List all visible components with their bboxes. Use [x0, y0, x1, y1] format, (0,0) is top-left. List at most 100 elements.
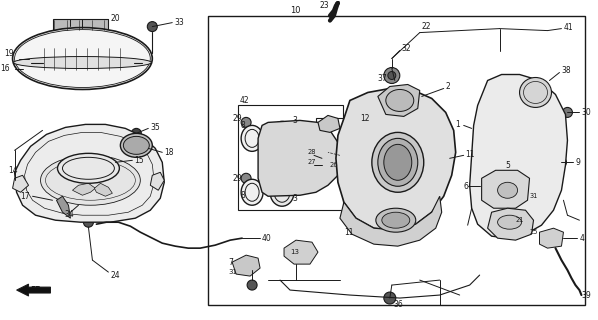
- Ellipse shape: [120, 133, 152, 157]
- Text: 13: 13: [290, 249, 299, 255]
- Text: 8: 8: [240, 191, 245, 200]
- Ellipse shape: [372, 132, 424, 192]
- Circle shape: [84, 217, 93, 227]
- Polygon shape: [258, 120, 340, 196]
- Text: 38: 38: [562, 66, 571, 75]
- Text: 29: 29: [232, 114, 242, 123]
- Text: 6: 6: [463, 182, 469, 191]
- Text: 11: 11: [344, 228, 353, 237]
- Text: 4: 4: [579, 234, 584, 243]
- Ellipse shape: [386, 90, 414, 111]
- Bar: [41, 46, 124, 70]
- Text: 9: 9: [575, 158, 580, 167]
- Text: 30: 30: [581, 108, 591, 117]
- Text: 14: 14: [8, 166, 18, 175]
- Circle shape: [132, 128, 141, 138]
- Text: 21: 21: [515, 217, 524, 223]
- Polygon shape: [340, 196, 442, 246]
- Text: FR.: FR.: [30, 285, 45, 295]
- Text: 42: 42: [240, 96, 250, 105]
- Polygon shape: [539, 228, 563, 248]
- Ellipse shape: [270, 178, 294, 206]
- Text: 23: 23: [320, 1, 329, 10]
- Polygon shape: [232, 255, 260, 276]
- Bar: [316, 118, 356, 154]
- Ellipse shape: [498, 182, 517, 198]
- Bar: [38, 44, 126, 73]
- Ellipse shape: [41, 155, 141, 205]
- Ellipse shape: [378, 138, 418, 186]
- Ellipse shape: [382, 212, 410, 228]
- Text: 22: 22: [422, 22, 431, 31]
- Text: 3: 3: [292, 194, 297, 203]
- Text: 36: 36: [394, 300, 404, 308]
- Polygon shape: [17, 284, 50, 296]
- Polygon shape: [336, 88, 456, 230]
- Polygon shape: [318, 116, 340, 132]
- Circle shape: [520, 194, 527, 202]
- Ellipse shape: [520, 77, 551, 108]
- Circle shape: [147, 22, 157, 32]
- Text: 7: 7: [228, 258, 233, 267]
- Text: 41: 41: [563, 23, 573, 32]
- Text: 35: 35: [150, 123, 160, 132]
- Circle shape: [77, 200, 84, 208]
- Polygon shape: [56, 196, 71, 218]
- Ellipse shape: [498, 215, 521, 229]
- Text: 8: 8: [240, 121, 245, 130]
- Ellipse shape: [270, 121, 294, 149]
- Polygon shape: [150, 172, 164, 190]
- Text: 15: 15: [135, 156, 144, 165]
- Text: 33: 33: [174, 18, 184, 27]
- Polygon shape: [13, 175, 29, 192]
- Polygon shape: [284, 240, 318, 264]
- Text: 12: 12: [360, 114, 370, 123]
- Text: 25: 25: [530, 229, 538, 235]
- Text: 37: 37: [378, 74, 388, 83]
- Circle shape: [28, 60, 33, 66]
- Text: 5: 5: [505, 161, 511, 170]
- Text: 34: 34: [65, 210, 74, 219]
- Circle shape: [557, 157, 566, 167]
- Ellipse shape: [241, 125, 263, 151]
- Circle shape: [499, 166, 508, 174]
- Text: 24: 24: [111, 271, 120, 280]
- Text: 19: 19: [5, 49, 14, 58]
- Text: 31: 31: [228, 269, 237, 275]
- Circle shape: [384, 68, 400, 84]
- Text: 16: 16: [1, 64, 10, 73]
- Text: 39: 39: [581, 291, 591, 300]
- Text: 2: 2: [446, 82, 450, 91]
- Circle shape: [388, 71, 396, 79]
- Text: 1: 1: [456, 120, 460, 129]
- Ellipse shape: [57, 153, 120, 183]
- Text: 27: 27: [308, 159, 316, 165]
- Circle shape: [240, 266, 248, 274]
- Ellipse shape: [384, 144, 412, 180]
- Text: 29: 29: [232, 174, 242, 183]
- Polygon shape: [378, 84, 420, 116]
- Text: 18: 18: [164, 148, 174, 157]
- Ellipse shape: [241, 179, 263, 205]
- Circle shape: [247, 280, 257, 290]
- Polygon shape: [487, 208, 533, 240]
- Ellipse shape: [123, 136, 150, 154]
- Polygon shape: [94, 183, 112, 196]
- Polygon shape: [14, 124, 164, 222]
- Text: 20: 20: [111, 14, 120, 23]
- Text: 28: 28: [308, 149, 316, 155]
- Ellipse shape: [14, 57, 151, 68]
- Text: 40: 40: [262, 234, 272, 243]
- Ellipse shape: [13, 28, 152, 90]
- Polygon shape: [481, 170, 530, 208]
- Ellipse shape: [376, 208, 416, 232]
- Circle shape: [135, 60, 141, 66]
- Ellipse shape: [14, 29, 150, 87]
- Circle shape: [384, 292, 396, 304]
- Bar: [208, 16, 585, 305]
- Polygon shape: [72, 183, 96, 195]
- Circle shape: [241, 117, 251, 127]
- Circle shape: [241, 173, 251, 183]
- Bar: [53, 19, 108, 31]
- Circle shape: [520, 226, 527, 234]
